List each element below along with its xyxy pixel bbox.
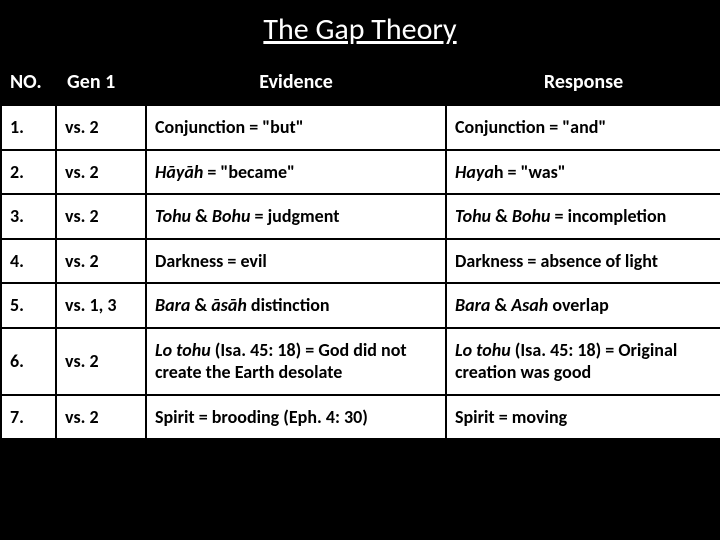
cell-no: 1. bbox=[1, 105, 56, 150]
table-row: 6.vs. 2Lo tohu (Isa. 45: 18) = God did n… bbox=[1, 328, 720, 395]
col-header-response: Response bbox=[446, 59, 720, 105]
table-row: 5.vs. 1, 3Bara & āsāh distinctionBara & … bbox=[1, 283, 720, 328]
gap-theory-table: NO. Gen 1 Evidence Response 1.vs. 2Conju… bbox=[0, 58, 720, 440]
cell-evidence: Lo tohu (Isa. 45: 18) = God did not crea… bbox=[146, 328, 446, 395]
table-row: 4.vs. 2Darkness = evilDarkness = absence… bbox=[1, 239, 720, 284]
cell-no: 4. bbox=[1, 239, 56, 284]
cell-evidence: Darkness = evil bbox=[146, 239, 446, 284]
table-row: 7.vs. 2Spirit = brooding (Eph. 4: 30)Spi… bbox=[1, 395, 720, 440]
cell-no: 6. bbox=[1, 328, 56, 395]
cell-response: Spirit = moving bbox=[446, 395, 720, 440]
table-body: 1.vs. 2Conjunction = "but"Conjunction = … bbox=[1, 105, 720, 439]
cell-response: Hayah = "was" bbox=[446, 150, 720, 195]
cell-evidence: Tohu & Bohu = judgment bbox=[146, 194, 446, 239]
cell-response: Darkness = absence of light bbox=[446, 239, 720, 284]
cell-gen: vs. 2 bbox=[56, 239, 146, 284]
cell-gen: vs. 2 bbox=[56, 105, 146, 150]
cell-response: Tohu & Bohu = incompletion bbox=[446, 194, 720, 239]
cell-gen: vs. 2 bbox=[56, 194, 146, 239]
cell-no: 3. bbox=[1, 194, 56, 239]
cell-gen: vs. 1, 3 bbox=[56, 283, 146, 328]
table-row: 2.vs. 2Hāyāh = "became"Hayah = "was" bbox=[1, 150, 720, 195]
cell-evidence: Conjunction = "but" bbox=[146, 105, 446, 150]
table-row: 1.vs. 2Conjunction = "but"Conjunction = … bbox=[1, 105, 720, 150]
table-header-row: NO. Gen 1 Evidence Response bbox=[1, 59, 720, 105]
cell-gen: vs. 2 bbox=[56, 150, 146, 195]
cell-evidence: Spirit = brooding (Eph. 4: 30) bbox=[146, 395, 446, 440]
col-header-no: NO. bbox=[1, 59, 56, 105]
col-header-gen: Gen 1 bbox=[56, 59, 146, 105]
cell-evidence: Bara & āsāh distinction bbox=[146, 283, 446, 328]
page-title: The Gap Theory bbox=[0, 0, 720, 58]
col-header-evidence: Evidence bbox=[146, 59, 446, 105]
cell-no: 7. bbox=[1, 395, 56, 440]
cell-evidence: Hāyāh = "became" bbox=[146, 150, 446, 195]
cell-response: Bara & Asah overlap bbox=[446, 283, 720, 328]
table-row: 3.vs. 2Tohu & Bohu = judgmentTohu & Bohu… bbox=[1, 194, 720, 239]
cell-no: 5. bbox=[1, 283, 56, 328]
cell-response: Conjunction = "and" bbox=[446, 105, 720, 150]
cell-response: Lo tohu (Isa. 45: 18) = Original creatio… bbox=[446, 328, 720, 395]
cell-gen: vs. 2 bbox=[56, 328, 146, 395]
cell-no: 2. bbox=[1, 150, 56, 195]
cell-gen: vs. 2 bbox=[56, 395, 146, 440]
